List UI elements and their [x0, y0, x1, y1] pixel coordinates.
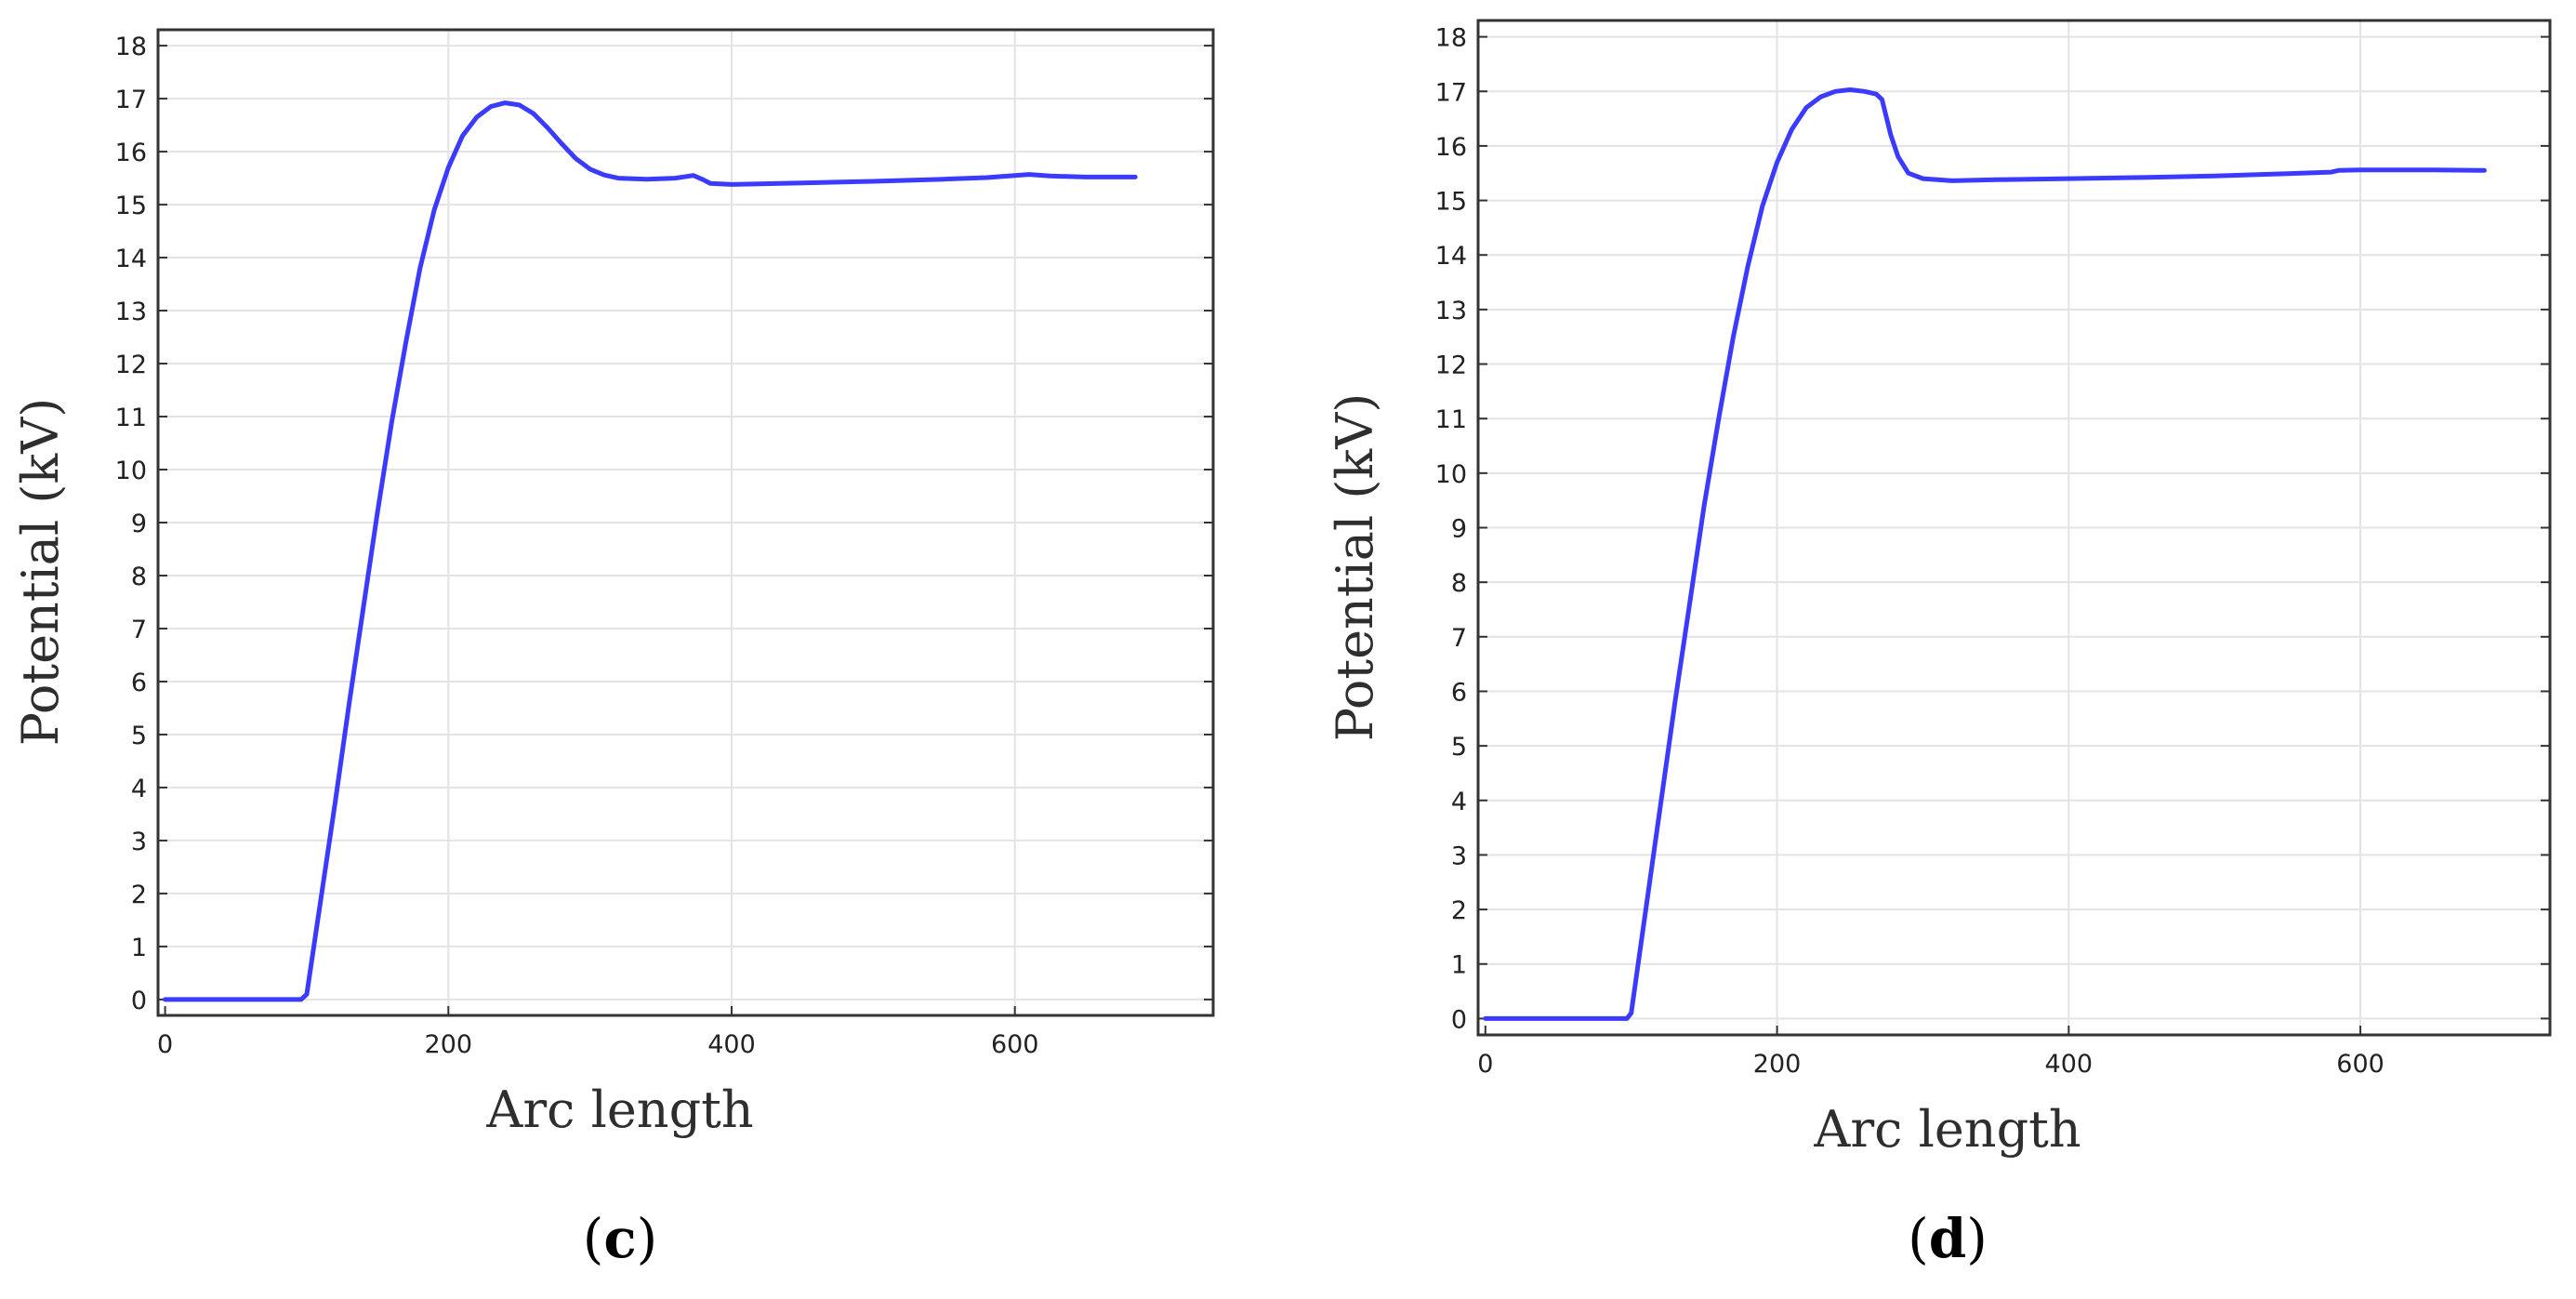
x-tick-label: 0	[1477, 1050, 1493, 1079]
y-tick-label: 7	[131, 616, 147, 644]
y-tick-label: 8	[1451, 569, 1467, 598]
y-tick-label: 17	[115, 86, 147, 114]
x-tick-label: 200	[425, 1030, 473, 1059]
x-tick-label: 600	[991, 1030, 1039, 1059]
y-tick-label: 4	[131, 775, 147, 803]
x-axis-title: Arc length	[1813, 1100, 2081, 1159]
y-tick-label: 2	[131, 881, 147, 909]
y-tick-label: 18	[115, 33, 147, 61]
x-tick-label: 200	[1753, 1050, 1802, 1079]
x-tick-label: 0	[157, 1030, 173, 1059]
y-tick-label: 2	[1451, 896, 1467, 925]
series-line	[163, 100, 1138, 1002]
y-tick-label: 16	[115, 139, 147, 167]
y-tick-label: 0	[1451, 1005, 1467, 1034]
y-tick-label: 7	[1451, 624, 1467, 653]
y-tick-label: 3	[1451, 842, 1467, 870]
y-tick-label: 1	[131, 934, 147, 962]
x-tick-label: 400	[2045, 1050, 2094, 1079]
y-tick-label: 10	[1435, 460, 1467, 489]
x-tick-label: 600	[2336, 1050, 2384, 1079]
y-tick-label: 0	[131, 987, 147, 1015]
y-tick-label: 5	[131, 722, 147, 750]
y-tick-label: 9	[131, 510, 147, 538]
y-tick-label: 6	[1451, 678, 1467, 707]
y-tick-label: 8	[131, 563, 147, 591]
series-line	[1483, 87, 2487, 1021]
x-axis-title: Arc length	[485, 1080, 753, 1139]
y-tick-label: 10	[115, 457, 147, 485]
y-tick-label: 13	[115, 298, 147, 326]
y-tick-label: 1	[1451, 951, 1467, 980]
y-tick-label: 11	[1435, 405, 1467, 434]
y-axis-title: Potential (kV)	[11, 398, 70, 747]
panel-label: (d)	[1908, 1207, 1988, 1270]
y-tick-label: 17	[1435, 78, 1467, 107]
x-tick-label: 400	[707, 1030, 756, 1059]
y-tick-label: 6	[131, 669, 147, 697]
y-tick-label: 5	[1451, 733, 1467, 762]
y-tick-label: 15	[1435, 188, 1467, 217]
y-tick-label: 11	[115, 404, 147, 432]
panel-label-letter: c	[603, 1207, 636, 1270]
y-tick-label: 16	[1435, 133, 1467, 162]
y-tick-label: 9	[1451, 515, 1467, 544]
y-tick-label: 3	[131, 828, 147, 856]
y-tick-label: 14	[1435, 242, 1467, 271]
y-tick-label: 13	[1435, 297, 1467, 325]
panel-label-letter: d	[1929, 1207, 1967, 1270]
y-tick-label: 12	[115, 351, 147, 379]
y-tick-label: 14	[115, 245, 147, 273]
y-axis-title: Potential (kV)	[1326, 393, 1384, 742]
y-tick-label: 12	[1435, 351, 1467, 380]
y-tick-label: 18	[1435, 24, 1467, 53]
y-tick-label: 4	[1451, 788, 1467, 816]
panel-label: (c)	[583, 1207, 658, 1270]
y-tick-label: 15	[115, 192, 147, 220]
